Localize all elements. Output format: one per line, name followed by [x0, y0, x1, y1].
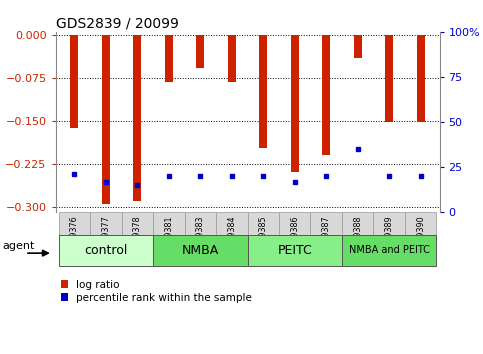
Bar — [122, 212, 153, 250]
Bar — [248, 235, 342, 266]
Legend: log ratio, percentile rank within the sample: log ratio, percentile rank within the sa… — [61, 280, 252, 303]
Text: control: control — [84, 244, 128, 257]
Text: NMBA: NMBA — [182, 244, 219, 257]
Text: GSM159387: GSM159387 — [322, 215, 331, 264]
Bar — [248, 212, 279, 250]
Text: PEITC: PEITC — [277, 244, 312, 257]
Bar — [185, 212, 216, 250]
Text: GDS2839 / 20099: GDS2839 / 20099 — [56, 17, 178, 31]
Text: GSM159390: GSM159390 — [416, 215, 425, 264]
Bar — [153, 212, 185, 250]
Bar — [342, 235, 436, 266]
Text: agent: agent — [3, 241, 35, 251]
Text: GSM159386: GSM159386 — [290, 215, 299, 264]
Bar — [228, 35, 236, 82]
Bar — [259, 35, 267, 148]
Bar — [59, 235, 153, 266]
Bar — [90, 212, 122, 250]
Text: GSM159383: GSM159383 — [196, 215, 205, 264]
Text: GSM159388: GSM159388 — [353, 215, 362, 264]
Bar — [373, 212, 405, 250]
Bar — [342, 212, 373, 250]
Text: GSM159377: GSM159377 — [101, 215, 111, 264]
Bar — [197, 35, 204, 68]
Text: NMBA and PEITC: NMBA and PEITC — [349, 245, 429, 256]
Bar — [322, 35, 330, 155]
Bar — [59, 212, 90, 250]
Bar — [385, 35, 393, 122]
Bar — [354, 35, 362, 58]
Text: GSM159381: GSM159381 — [164, 215, 173, 264]
Text: GSM159384: GSM159384 — [227, 215, 236, 264]
Bar — [165, 35, 173, 82]
Text: GSM159389: GSM159389 — [384, 215, 394, 264]
Bar — [405, 212, 436, 250]
Bar — [311, 212, 342, 250]
Bar — [71, 35, 78, 128]
Bar — [133, 35, 142, 201]
Bar — [291, 35, 298, 172]
Text: GSM159385: GSM159385 — [259, 215, 268, 264]
Text: GSM159378: GSM159378 — [133, 215, 142, 264]
Bar — [279, 212, 311, 250]
Bar — [417, 35, 425, 122]
Bar — [102, 35, 110, 204]
Text: GSM159376: GSM159376 — [70, 215, 79, 264]
Bar — [153, 235, 248, 266]
Bar — [216, 212, 248, 250]
